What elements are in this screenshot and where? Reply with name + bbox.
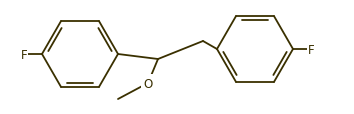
Text: F: F [21,48,27,61]
Text: F: F [308,43,315,56]
Text: O: O [143,77,153,90]
